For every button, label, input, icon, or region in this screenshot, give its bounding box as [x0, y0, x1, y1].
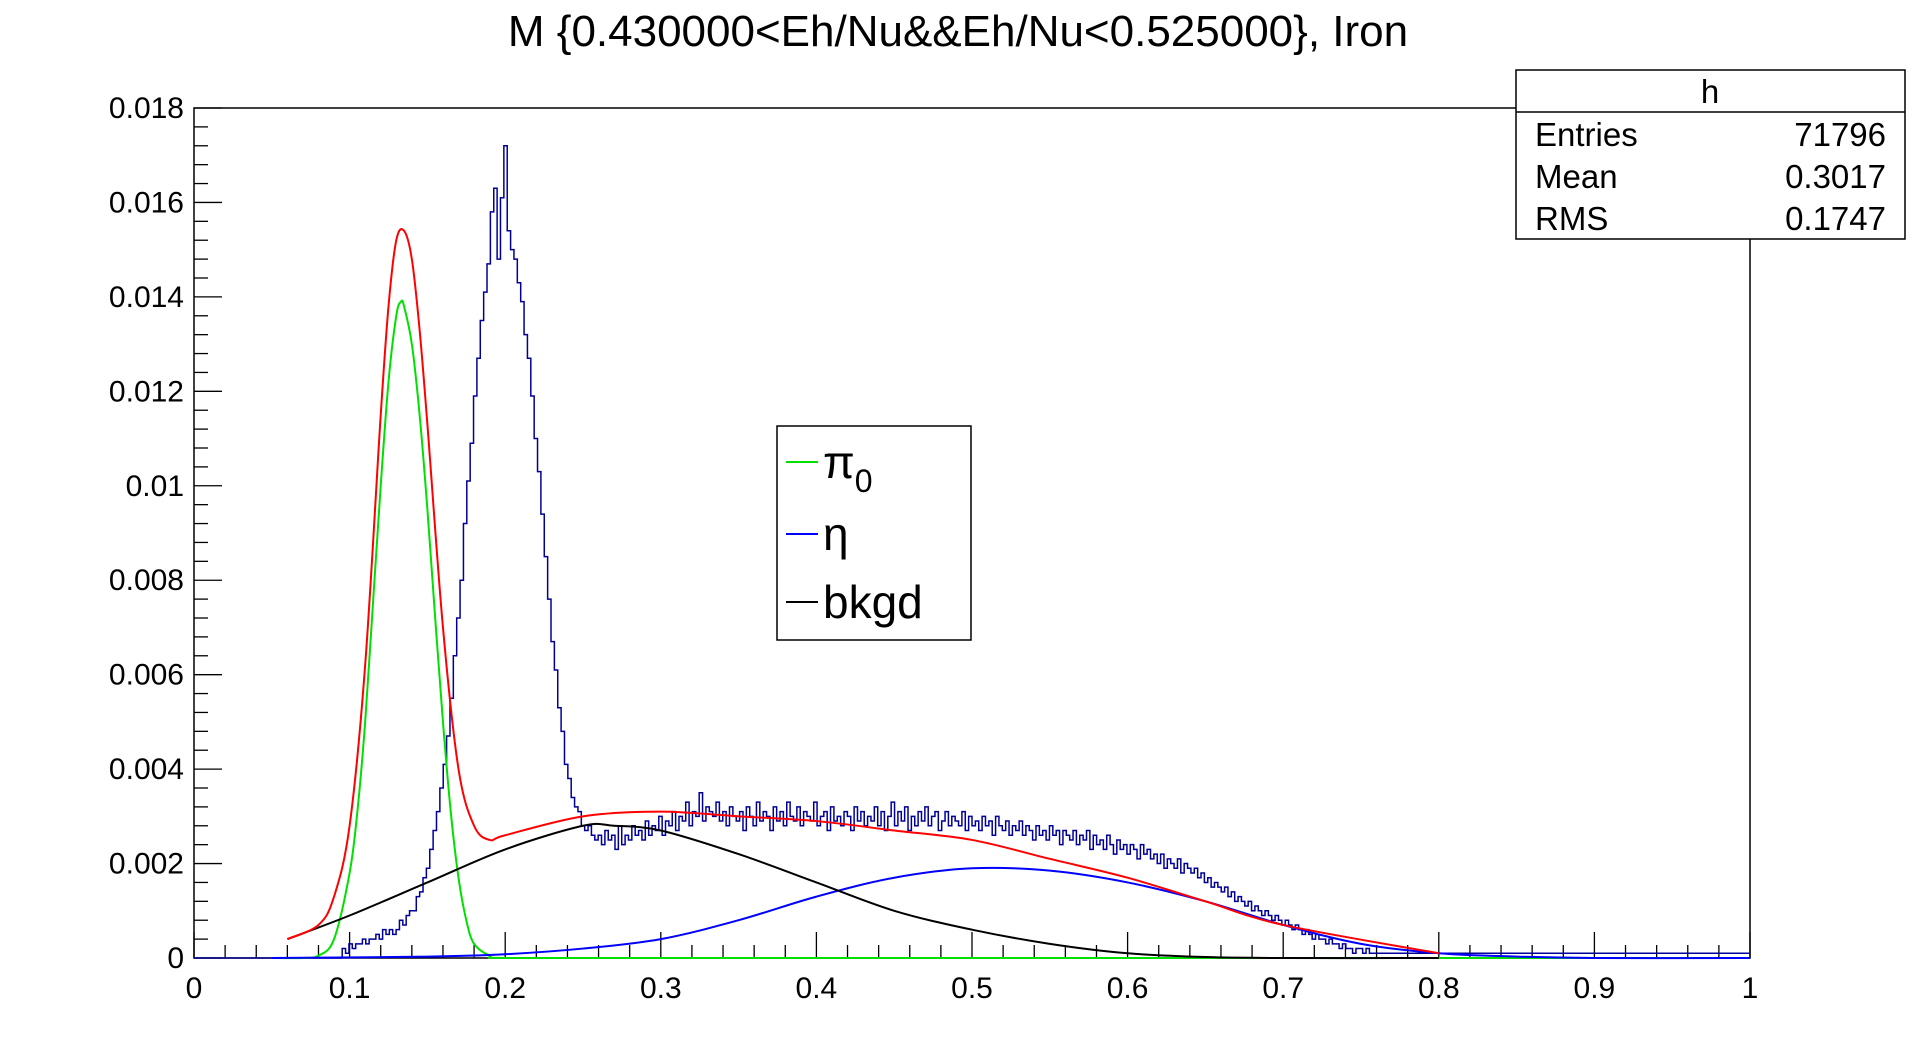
legend-label-eta: η [823, 508, 849, 560]
x-tick-label: 0.4 [796, 972, 838, 1005]
stats-box-frame [1515, 69, 1906, 240]
x-tick-label: 0.8 [1418, 972, 1460, 1005]
fit-curve-- [271, 866, 1751, 960]
y-tick-label: 0.006 [109, 659, 184, 692]
legend-label-pi0-subscript: 0 [855, 463, 873, 499]
stats-rms-value: 0.1747 [1785, 200, 1886, 237]
y-tick-label: 0 [167, 942, 184, 975]
y-tick-label: 0.004 [109, 753, 184, 786]
stats-entries-label: Entries [1535, 116, 1638, 153]
fit-curve-total [286, 228, 1439, 955]
x-tick-label: 0.9 [1574, 972, 1616, 1005]
stats-box-title: h [1701, 73, 1719, 110]
stats-mean-label: Mean [1535, 158, 1618, 195]
histogram-series [194, 145, 1750, 959]
fit-curve--0 [271, 299, 1750, 960]
fit-curves [271, 228, 1751, 960]
y-tick-label: 0.01 [126, 470, 184, 503]
y-tick-label: 0.008 [109, 564, 184, 597]
stats-mean-value: 0.3017 [1785, 158, 1886, 195]
x-tick-label: 0.6 [1107, 972, 1149, 1005]
legend-entry-pi0: π0 [786, 436, 873, 499]
y-axis: 0 0.002 0.004 0.006 0.008 0.01 0.012 0.014 0.016… [109, 92, 222, 975]
stats-box: h Entries 71796 Mean 0.3017 RMS 0.1747 [1515, 69, 1906, 240]
fit-curve-bkgd [287, 822, 1439, 960]
chart-title: M {0.430000<Eh/Nu&&Eh/Nu<0.525000}, Iron [508, 7, 1408, 56]
x-tick-label: 0.1 [329, 972, 371, 1005]
legend-entry-bkgd: bkgd [786, 576, 923, 628]
legend-label-bkgd: bkgd [823, 576, 923, 628]
y-tick-label: 0.016 [109, 186, 184, 219]
x-tick-label: 0.7 [1262, 972, 1304, 1005]
y-tick-label: 0.012 [109, 375, 184, 408]
x-tick-label: 0.3 [640, 972, 682, 1005]
y-tick-label: 0.014 [109, 281, 184, 314]
x-tick-label: 0 [186, 972, 203, 1005]
x-axis: 0 0.1 0.2 0.3 0.4 0.5 0.6 0.7 0.8 0.9 1 [186, 932, 1759, 1005]
x-tick-label: 0.5 [951, 972, 993, 1005]
x-tick-label: 0.2 [484, 972, 526, 1005]
legend: π0 η bkgd [776, 425, 972, 641]
legend-label-pi0: π0 [823, 436, 873, 499]
y-tick-label: 0.002 [109, 848, 184, 881]
stats-rms-label: RMS [1535, 200, 1608, 237]
legend-entry-eta: η [786, 508, 849, 560]
y-tick-label: 0.018 [109, 92, 184, 125]
x-tick-label: 1 [1742, 972, 1759, 1005]
stats-entries-value: 71796 [1794, 116, 1886, 153]
